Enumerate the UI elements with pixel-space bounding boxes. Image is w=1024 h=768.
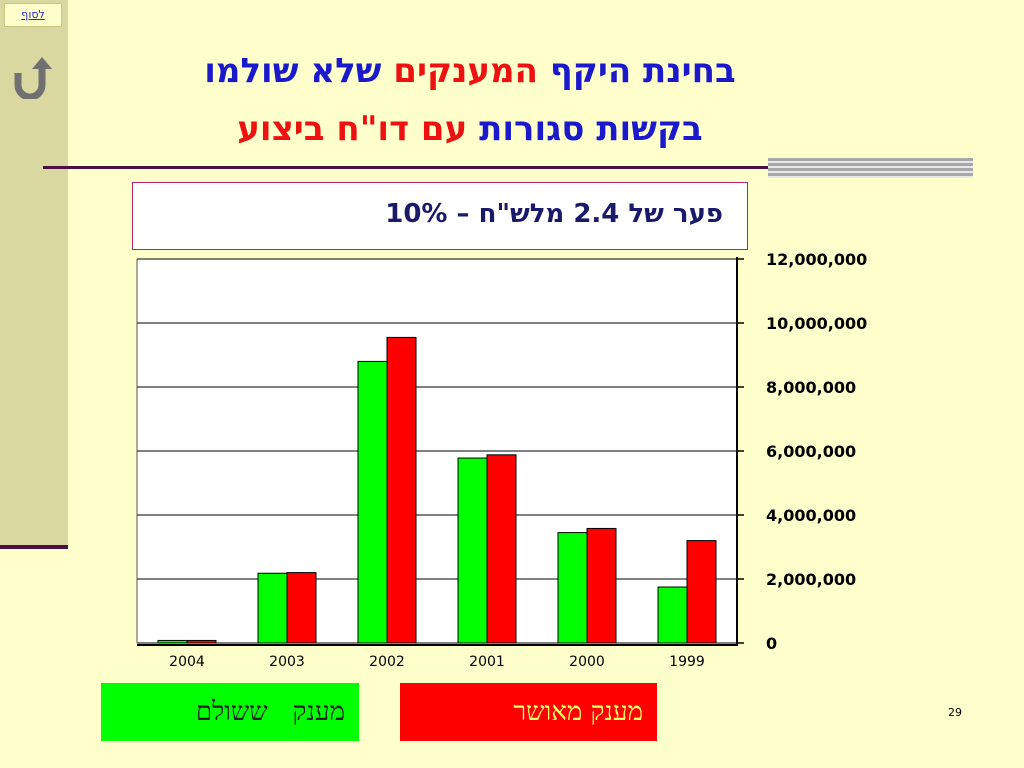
legend-paid-grant: מענק ששולם bbox=[101, 683, 359, 741]
x-tick-label: 2004 bbox=[169, 654, 205, 670]
legend-approved-grant: מענק מאושר bbox=[400, 683, 657, 741]
y-tick-label: 6,000,000 bbox=[766, 442, 856, 461]
y-tick-label: 10,000,000 bbox=[766, 314, 867, 333]
bar-approved bbox=[586, 527, 617, 644]
x-tick-label: 2000 bbox=[569, 654, 605, 670]
y-tick-label: 4,000,000 bbox=[766, 506, 856, 525]
gap-note-text: פער של 2.4 מלש"ח – 10% bbox=[385, 199, 723, 229]
bar-paid bbox=[557, 532, 588, 644]
x-tick-label: 2001 bbox=[469, 654, 505, 670]
title-highlight: המענקים bbox=[393, 51, 539, 91]
title-highlight: דו"ח ביצוע bbox=[237, 109, 410, 149]
bar-paid bbox=[357, 360, 388, 644]
bar-paid bbox=[257, 572, 288, 644]
to-end-link[interactable]: לסוף bbox=[4, 3, 62, 27]
gap-note-box: פער של 2.4 מלש"ח – 10% bbox=[132, 182, 748, 250]
y-tick-label: 0 bbox=[766, 634, 777, 653]
x-tick-label: 2002 bbox=[369, 654, 405, 670]
bar-paid bbox=[657, 586, 688, 644]
bar-paid bbox=[157, 639, 188, 644]
x-tick-label: 2003 bbox=[269, 654, 305, 670]
x-tick-label: 1999 bbox=[669, 654, 705, 670]
bar-approved bbox=[386, 336, 417, 644]
title-divider-accent bbox=[768, 158, 973, 178]
y-tick-label: 12,000,000 bbox=[766, 250, 867, 269]
title-highlight: עם bbox=[409, 109, 480, 149]
title-text: בחינת היקף bbox=[538, 51, 736, 91]
bar-paid bbox=[457, 457, 488, 644]
title-line-2: בקשות סגורות עם דו"ח ביצוע bbox=[90, 100, 850, 158]
bar-approved bbox=[486, 454, 517, 644]
y-tick-label: 2,000,000 bbox=[766, 570, 856, 589]
sidebar bbox=[0, 0, 68, 545]
bar-approved bbox=[286, 572, 317, 644]
title-divider bbox=[43, 166, 973, 169]
bar-approved bbox=[186, 639, 217, 644]
back-arrow-icon[interactable] bbox=[10, 53, 54, 99]
y-tick-label: 8,000,000 bbox=[766, 378, 856, 397]
title-text: בקשות סגורות bbox=[479, 109, 703, 149]
title-text: שלא שולמו bbox=[204, 51, 394, 91]
title-line-1: בחינת היקף המענקים שלא שולמו bbox=[90, 42, 850, 100]
bar-approved bbox=[686, 540, 717, 644]
page-number: 29 bbox=[948, 706, 962, 719]
page-title: בחינת היקף המענקים שלא שולמו בקשות סגורו… bbox=[90, 42, 850, 158]
sidebar-divider bbox=[0, 545, 68, 549]
